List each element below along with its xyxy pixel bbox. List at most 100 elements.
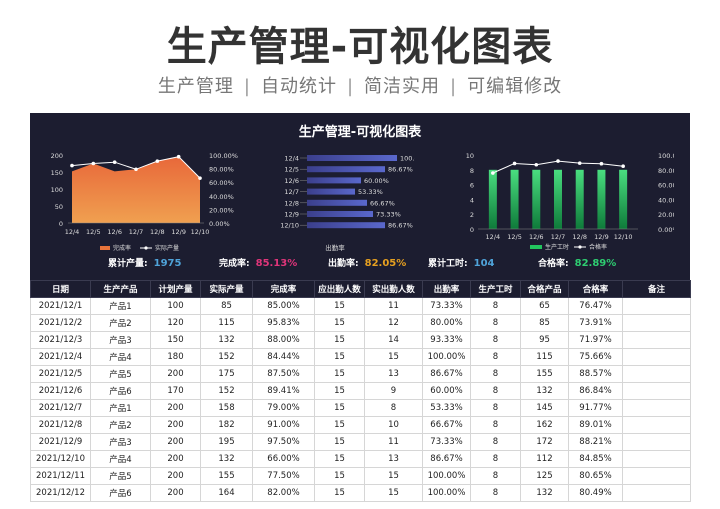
data-label: 66.67%	[370, 199, 395, 207]
table-cell: 15	[364, 484, 423, 502]
subtitle-separator: |	[243, 76, 251, 97]
line-point	[70, 163, 74, 168]
table-cell: 84.85%	[568, 450, 623, 468]
table-cell: 85.00%	[252, 297, 315, 315]
table-cell: 200	[150, 484, 201, 502]
y2-tick-label: 80.00%	[209, 166, 234, 174]
x-tick-label: 12/4	[486, 233, 501, 241]
hours-quality-chart: 02468100.00%20.00%40.00%60.00%80.00%100.…	[466, 152, 674, 251]
table-cell: 8	[470, 365, 521, 383]
table-cell: 125	[520, 467, 569, 485]
x-tick-label: 12/6	[107, 228, 122, 236]
table-cell: 112	[520, 450, 569, 468]
y-tick-label: 12/7	[284, 188, 299, 196]
table-cell: 15	[314, 399, 365, 417]
x-tick-label: 12/6	[529, 233, 544, 241]
table-cell	[622, 484, 691, 502]
table-cell: 产品3	[90, 433, 151, 451]
table-cell: 85	[520, 314, 569, 332]
y2-tick-label: 60.00%	[209, 179, 234, 187]
y-tick-label: 50	[55, 203, 63, 211]
table-cell: 88.00%	[252, 331, 315, 349]
subtitle-item: 简洁实用	[364, 76, 441, 97]
table-cell: 产品6	[90, 382, 151, 400]
table-cell: 79.00%	[252, 399, 315, 417]
table-cell: 15	[314, 314, 365, 332]
table-cell: 8	[470, 399, 521, 417]
table-cell: 15	[314, 297, 365, 315]
x-axis-label: 出勤率	[325, 243, 345, 252]
table-cell: 155	[200, 467, 253, 485]
y-tick-label: 0	[59, 220, 63, 228]
table-cell: 152	[200, 382, 253, 400]
y2-tick-label: 40.00%	[209, 193, 234, 201]
stat-label: 完成率:	[219, 259, 250, 269]
table-cell: 200	[150, 399, 201, 417]
line-point	[198, 176, 202, 180]
line-point	[621, 164, 625, 169]
table-cell: 15	[314, 331, 365, 349]
x-tick-label: 12/8	[150, 228, 165, 236]
y-tick-label: 12/10	[280, 222, 299, 230]
summary-stats: 累计产量: 1975 完成率: 85.13% 出勤率: 82.05% 累计工时: 104…	[30, 256, 690, 274]
table-cell: 14	[364, 331, 423, 349]
table-cell: 132	[200, 331, 253, 349]
table-row: 2021/12/6 产品6 170 152 89.41% 15 9 60.00% 8 132 86.…	[30, 382, 691, 400]
table-cell: 8	[470, 314, 521, 332]
bar	[575, 169, 584, 229]
table-cell	[622, 433, 691, 451]
table-cell: 8	[470, 297, 521, 315]
column-header: 应出勤人数	[314, 280, 365, 298]
table-cell: 60.00%	[422, 382, 471, 400]
legend-swatch	[530, 245, 542, 249]
table-cell: 200	[150, 433, 201, 451]
x-tick-label: 12/10	[191, 228, 210, 236]
table-cell: 产品1	[90, 297, 151, 315]
table-cell: 11	[364, 297, 423, 315]
y2-tick-label: 100.00%	[658, 152, 674, 160]
table-row: 2021/12/7 产品1 200 158 79.00% 15 8 53.33% 8 145 91.…	[30, 399, 691, 417]
table-cell: 93.33%	[422, 331, 471, 349]
table-cell: 200	[150, 365, 201, 383]
table-cell: 2021/12/7	[30, 399, 91, 417]
stat-value: 82.05%	[364, 258, 407, 269]
table-cell: 8	[470, 348, 521, 366]
stat-label: 累计工时:	[428, 259, 468, 269]
table-cell: 84.44%	[252, 348, 315, 366]
data-label: 86.67%	[388, 166, 413, 174]
stat-label: 出勤率:	[328, 259, 359, 269]
table-cell	[622, 416, 691, 434]
table-cell: 150	[150, 331, 201, 349]
table-row: 2021/12/3 产品3 150 132 88.00% 15 14 93.33% 8 95 71.…	[30, 331, 691, 349]
table-cell	[622, 314, 691, 332]
table-cell: 15	[314, 348, 365, 366]
table-cell: 120	[150, 314, 201, 332]
y2-tick-label: 40.00%	[658, 196, 674, 204]
table-cell: 115	[200, 314, 253, 332]
table-cell: 10	[364, 416, 423, 434]
table-row: 2021/12/12 产品6 200 164 82.00% 15 15 100.00% 8 132…	[30, 484, 691, 502]
y-tick-label: 12/5	[284, 166, 299, 174]
legend-marker	[578, 245, 582, 249]
table-cell: 15	[314, 365, 365, 383]
y2-tick-label: 80.00%	[658, 167, 674, 175]
table-cell: 73.33%	[422, 433, 471, 451]
table-cell: 15	[314, 382, 365, 400]
page-title: 生产管理-可视化图表	[166, 24, 554, 70]
subtitle-separator: |	[450, 76, 458, 97]
table-cell: 170	[150, 382, 201, 400]
table-cell: 91.00%	[252, 416, 315, 434]
bar	[597, 169, 606, 229]
table-cell: 145	[520, 399, 569, 417]
stat-value: 1975	[153, 258, 182, 269]
stat-value: 82.89%	[574, 258, 617, 269]
table-cell: 2021/12/2	[30, 314, 91, 332]
data-label: 60.00%	[364, 177, 389, 185]
table-header-row: 日期 生产产品 计划产量 实际产量 完成率 应出勤人数 实出勤人数 出勤率 生产工时 合格产品 合格…	[30, 280, 691, 298]
table-cell: 66.00%	[252, 450, 315, 468]
column-header: 备注	[622, 280, 691, 298]
stat-attendance-rate: 出勤率: 82.05%	[328, 256, 406, 269]
table-cell: 80.65%	[568, 467, 623, 485]
table-row: 2021/12/5 产品5 200 175 87.50% 15 13 86.67% 8 155 88…	[30, 365, 691, 383]
table-cell: 15	[314, 416, 365, 434]
